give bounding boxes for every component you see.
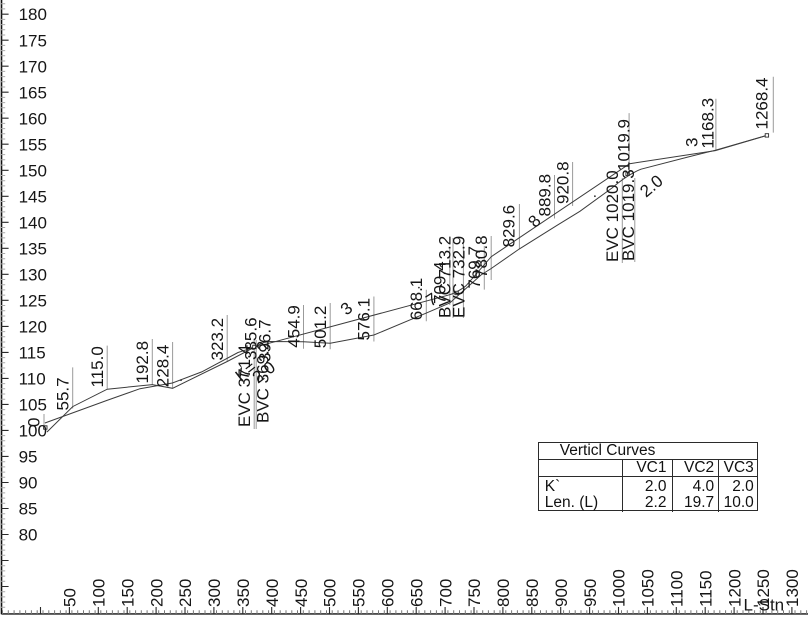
svg-text:BVC 369.2: BVC 369.2 bbox=[253, 341, 272, 423]
svg-text:155: 155 bbox=[19, 135, 47, 154]
svg-text:1100: 1100 bbox=[668, 570, 687, 607]
svg-text:650: 650 bbox=[407, 579, 426, 607]
svg-text:829.6: 829.6 bbox=[500, 205, 519, 248]
svg-text:100: 100 bbox=[90, 579, 109, 607]
svg-text:769.7: 769.7 bbox=[465, 246, 484, 289]
svg-text:L-Stn: L-Stn bbox=[744, 596, 785, 615]
svg-text:668.1: 668.1 bbox=[407, 278, 426, 321]
svg-text:200: 200 bbox=[147, 579, 166, 607]
svg-text:850: 850 bbox=[523, 579, 542, 607]
svg-text:300: 300 bbox=[205, 579, 224, 607]
svg-text:90: 90 bbox=[19, 474, 38, 493]
svg-text:350: 350 bbox=[234, 579, 253, 607]
svg-text:1300: 1300 bbox=[783, 569, 802, 607]
svg-text:600: 600 bbox=[379, 579, 398, 607]
svg-text:50: 50 bbox=[61, 588, 80, 607]
svg-text:950: 950 bbox=[581, 579, 600, 607]
svg-text:55.7: 55.7 bbox=[54, 377, 73, 410]
svg-text:BVC 713.2: BVC 713.2 bbox=[436, 236, 455, 318]
svg-text:115: 115 bbox=[19, 344, 46, 363]
svg-text:1019.9: 1019.9 bbox=[615, 119, 634, 171]
svg-text:160: 160 bbox=[19, 109, 47, 128]
svg-text:145: 145 bbox=[19, 187, 47, 206]
svg-text:180: 180 bbox=[19, 5, 47, 24]
svg-text:750: 750 bbox=[465, 579, 484, 607]
svg-text:150: 150 bbox=[19, 161, 47, 180]
svg-text:1268.4: 1268.4 bbox=[753, 78, 772, 130]
svg-text:0: 0 bbox=[24, 418, 43, 427]
svg-text:1050: 1050 bbox=[639, 569, 658, 607]
svg-text:140: 140 bbox=[19, 213, 47, 232]
svg-text:130: 130 bbox=[19, 265, 47, 284]
svg-text:BVC 1019.3: BVC 1019.3 bbox=[619, 169, 638, 261]
svg-text:EVC 1020.0: EVC 1020.0 bbox=[603, 170, 622, 262]
svg-text:780.8: 780.8 bbox=[472, 235, 491, 278]
svg-text:709.4: 709.4 bbox=[431, 261, 450, 304]
svg-text:1000: 1000 bbox=[610, 569, 629, 607]
svg-text:2.0: 2.0 bbox=[636, 171, 666, 201]
svg-text:1168.3: 1168.3 bbox=[698, 98, 717, 149]
svg-text:1200: 1200 bbox=[725, 569, 744, 607]
svg-text:250: 250 bbox=[176, 579, 195, 607]
svg-text:576.1: 576.1 bbox=[355, 298, 374, 341]
svg-text:550: 550 bbox=[350, 579, 369, 607]
svg-text:3: 3 bbox=[337, 298, 356, 319]
svg-text:800: 800 bbox=[494, 579, 513, 607]
svg-text:3: 3 bbox=[683, 138, 702, 147]
svg-text:900: 900 bbox=[552, 579, 571, 607]
svg-text:EVC 371.4: EVC 371.4 bbox=[235, 345, 254, 427]
svg-text:120: 120 bbox=[19, 318, 47, 337]
svg-text:165: 165 bbox=[19, 83, 47, 102]
svg-text:115.0: 115.0 bbox=[88, 346, 107, 387]
svg-text:125: 125 bbox=[19, 291, 47, 310]
svg-text:95: 95 bbox=[19, 448, 38, 467]
svg-text:192.8: 192.8 bbox=[133, 341, 152, 384]
svg-text:889.8: 889.8 bbox=[535, 174, 554, 217]
svg-text:1150: 1150 bbox=[696, 570, 715, 607]
svg-text:700: 700 bbox=[436, 579, 455, 607]
svg-text:150: 150 bbox=[118, 579, 137, 607]
svg-text:396.7: 396.7 bbox=[256, 319, 275, 362]
svg-text:400: 400 bbox=[263, 579, 282, 607]
svg-text:105: 105 bbox=[19, 396, 47, 415]
svg-text:85: 85 bbox=[19, 500, 38, 519]
svg-text:1250: 1250 bbox=[754, 569, 773, 607]
svg-text:228.4: 228.4 bbox=[153, 345, 172, 388]
svg-text:500: 500 bbox=[321, 579, 340, 607]
svg-text:175: 175 bbox=[19, 31, 47, 50]
svg-text:501.2: 501.2 bbox=[311, 306, 330, 349]
svg-text:450: 450 bbox=[292, 579, 311, 607]
svg-text:385.6: 385.6 bbox=[242, 317, 261, 360]
svg-text:170: 170 bbox=[19, 57, 47, 76]
svg-text:323.2: 323.2 bbox=[208, 318, 227, 361]
svg-text:135: 135 bbox=[19, 239, 47, 258]
svg-text:100: 100 bbox=[19, 422, 47, 441]
svg-text:80: 80 bbox=[19, 526, 38, 545]
svg-text:110: 110 bbox=[19, 370, 46, 389]
svg-text:920.8: 920.8 bbox=[553, 161, 572, 204]
svg-text:EVC 732.9: EVC 732.9 bbox=[450, 236, 469, 318]
svg-text:454.9: 454.9 bbox=[284, 305, 303, 348]
